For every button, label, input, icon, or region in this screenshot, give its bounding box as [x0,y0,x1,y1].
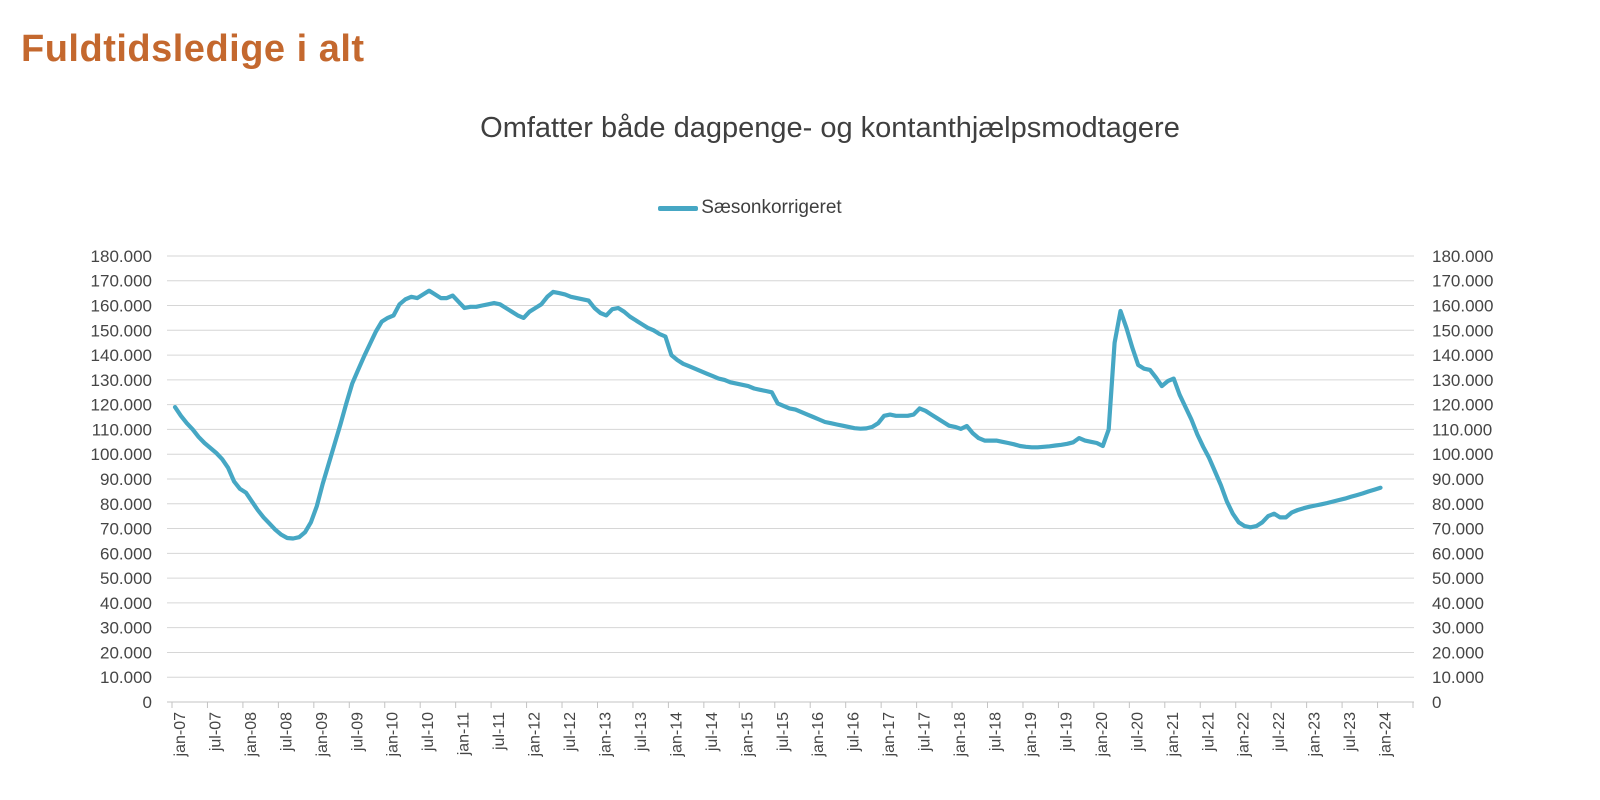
y-axis-label-right: 20.000 [1432,643,1484,662]
x-axis-label: jan-07 [172,712,189,758]
y-axis-label-right: 170.000 [1432,272,1493,291]
legend-line-marker-icon [658,205,699,211]
y-axis-label-right: 90.000 [1432,470,1484,489]
y-axis-label-left: 170.000 [91,272,152,291]
y-axis-label-left: 160.000 [91,297,152,316]
x-axis-label: jul-12 [562,712,579,752]
x-axis-label: jul-10 [420,712,437,752]
page-title: Fuldtidsledige i alt [21,28,365,70]
x-axis-label: jan-10 [385,712,402,758]
x-axis-label: jul-07 [207,712,224,752]
x-axis-label: jan-09 [314,712,331,758]
y-axis-label-left: 70.000 [100,520,152,539]
y-axis-label-right: 100.000 [1432,445,1493,464]
legend: Sæsonkorrigeret [0,197,1550,219]
x-axis-label: jan-20 [1094,712,1111,758]
y-axis-label-left: 180.000 [91,247,152,266]
x-axis-label: jan-22 [1236,712,1253,758]
x-axis-label: jul-20 [1129,712,1146,752]
y-axis-label-left: 40.000 [100,594,152,613]
y-axis-label-right: 150.000 [1432,321,1493,340]
y-axis-label-right: 0 [1432,693,1441,712]
x-axis-label: jul-23 [1342,712,1359,752]
x-axis-label: jan-13 [597,712,614,758]
x-axis-label: jul-15 [775,712,792,752]
y-axis-label-left: 20.000 [100,643,152,662]
x-axis-label: jan-12 [527,712,544,758]
x-axis-label: jul-16 [846,712,863,752]
y-axis-label-left: 120.000 [91,396,152,415]
x-axis-label: jan-11 [456,712,473,756]
y-axis-label-right: 40.000 [1432,594,1484,613]
x-axis-label: jan-23 [1307,712,1324,758]
chart-subtitle: Omfatter både dagpenge- og kontanthjælps… [480,112,1180,144]
x-axis-label: jan-24 [1378,712,1395,758]
x-axis-label: jul-19 [1058,712,1075,752]
x-axis-label: jul-11 [491,712,508,751]
x-axis-label: jul-18 [988,712,1005,752]
x-axis-label: jul-09 [349,712,366,752]
x-axis-label: jan-21 [1165,712,1182,758]
y-axis-label-left: 140.000 [91,346,152,365]
y-axis-label-right: 50.000 [1432,569,1484,588]
y-axis-label-left: 150.000 [91,321,152,340]
y-axis-label-left: 0 [143,693,152,712]
y-axis-label-right: 160.000 [1432,297,1493,316]
y-axis-label-left: 130.000 [91,371,152,390]
y-axis-label-right: 130.000 [1432,371,1493,390]
series-line-saesonkorrigeret [172,288,1383,541]
y-axis-label-right: 60.000 [1432,544,1484,563]
x-axis-label: jan-14 [668,712,685,758]
y-axis-label-right: 120.000 [1432,396,1493,415]
y-axis-label-right: 180.000 [1432,247,1493,266]
y-axis-label-left: 100.000 [91,445,152,464]
x-axis-label: jul-17 [917,712,934,752]
y-axis-label-right: 10.000 [1432,668,1484,687]
y-axis-label-left: 90.000 [100,470,152,489]
y-axis-label-right: 30.000 [1432,619,1484,638]
x-axis-label: jul-21 [1200,712,1217,752]
x-axis-label: jan-17 [881,712,898,758]
x-axis-label: jan-16 [810,712,827,758]
y-axis-label-left: 10.000 [100,668,152,687]
x-axis-label: jul-13 [633,712,650,752]
x-axis-label: jul-08 [278,712,295,752]
y-axis-label-right: 110.000 [1432,420,1492,439]
x-axis-label: jan-18 [952,712,969,758]
x-axis-label: jan-15 [739,712,756,758]
y-axis-label-left: 30.000 [100,619,152,638]
x-axis-label: jul-22 [1271,712,1288,752]
y-axis-label-left: 50.000 [100,569,152,588]
y-axis-label-right: 70.000 [1432,520,1484,539]
y-axis-label-left: 110.000 [92,420,152,439]
legend-label: Sæsonkorrigeret [701,197,842,218]
y-axis-label-left: 80.000 [100,495,152,514]
x-axis-label: jan-19 [1023,712,1040,758]
y-axis-label-right: 80.000 [1432,495,1484,514]
x-axis-label: jan-08 [243,712,260,758]
y-axis-label-right: 140.000 [1432,346,1493,365]
x-axis-label: jul-14 [704,712,721,752]
y-axis-label-left: 60.000 [100,544,152,563]
